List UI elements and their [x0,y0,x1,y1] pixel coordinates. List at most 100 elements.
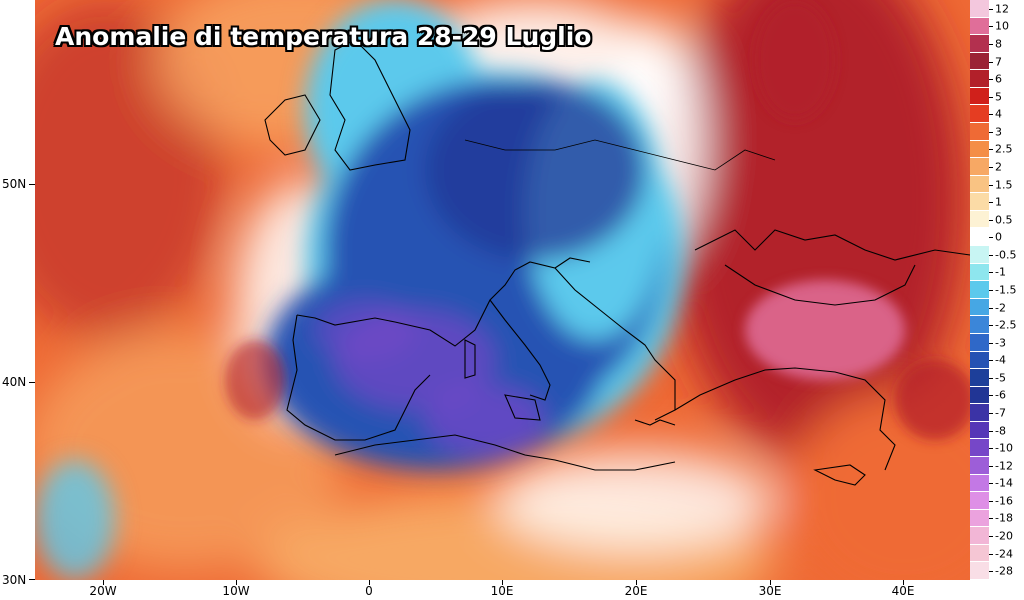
legend-label: -16 [995,494,1013,508]
x-axis-label: 10E [490,584,514,598]
legend-tick [989,114,993,116]
x-axis-tick [502,580,503,585]
legend-swatch [970,456,989,475]
x-axis-label: 40E [891,584,915,598]
legend-tick [989,377,993,379]
cold-anomaly-core [35,0,685,580]
legend-tick [989,184,993,186]
legend-label: -4 [995,353,1006,367]
legend-tick [989,237,993,239]
island-sicily [504,394,541,421]
coastline-balkans [554,267,676,421]
legend-swatch [970,246,989,264]
legend-tick [989,465,993,467]
legend-tick [989,26,993,28]
legend-tick [989,149,993,151]
legend-label: -2.5 [995,318,1017,332]
legend-swatch [970,87,989,106]
legend-label: -0.5 [995,248,1017,262]
color-scale-legend: 12 10 8 7 6 5 4 3 2.5 2 1.5 1 0.5 0 -0.5 -1 -1.5 -2 -2.5 -3… [970,0,1024,580]
legend-swatch [970,351,989,370]
legend-tick [989,553,993,555]
legend-label: -20 [995,529,1013,543]
legend-label: -8 [995,424,1006,438]
x-axis-tick [103,580,104,585]
x-axis-tick [369,580,370,585]
legend-label: 0 [995,230,1002,244]
coastline-north-africa [334,434,676,471]
legend-label: 8 [995,37,1002,51]
legend-swatch [970,263,989,282]
x-axis-label: 20E [624,584,648,598]
x-axis-label: 10W [222,584,250,598]
coastline-ireland [264,94,321,156]
legend-swatch [970,333,989,352]
y-axis-label: 40N [2,375,27,389]
island-cyprus [813,464,866,486]
legend-tick [989,79,993,81]
legend-swatch [970,52,989,71]
y-axis-tick [29,184,35,185]
coastline-north-med [296,257,591,347]
legend-swatch [970,474,989,493]
coastline-turkey [674,367,896,471]
temperature-anomaly-map[interactable] [35,0,970,580]
legend-tick [989,202,993,204]
legend-label: 4 [995,107,1002,121]
legend-tick [989,342,993,344]
legend-tick [989,96,993,98]
coastline-italy [489,299,551,401]
legend-label: -2 [995,301,1006,315]
legend-tick [989,536,993,538]
legend-tick [989,430,993,432]
legend-swatch [970,509,989,528]
legend-tick [989,61,993,63]
legend-tick [989,325,993,327]
legend-swatch [970,17,989,36]
legend-label: 6 [995,72,1002,86]
legend-swatch [970,158,989,176]
legend-label: 5 [995,90,1002,104]
legend-label: 2.5 [995,142,1013,156]
legend-label: 1.5 [995,178,1013,192]
legend-label: -14 [995,476,1013,490]
legend-swatch [970,281,989,299]
x-axis-label: 0 [365,584,373,598]
legend-swatch [970,210,989,229]
legend-swatch [970,35,989,53]
legend-swatch [970,140,989,159]
legend-tick [989,307,993,309]
legend-swatch [970,527,989,545]
legend-label: -24 [995,547,1013,561]
x-axis-label: 30E [758,584,782,598]
legend-tick [989,571,993,573]
legend-tick [989,272,993,274]
legend-label: 7 [995,55,1002,68]
y-axis-label: 30N [2,573,27,587]
legend-swatch [970,175,989,194]
legend-swatch [970,0,989,18]
legend-tick [989,131,993,133]
legend-tick [989,483,993,485]
legend-swatch [970,439,989,457]
legend-tick [989,254,993,256]
legend-tick [989,8,993,10]
legend-label: -10 [995,441,1013,455]
warm-anomaly-core [225,0,970,440]
y-axis-tick [29,382,35,383]
legend-tick [989,448,993,450]
island-crete [634,419,676,426]
legend-tick [989,413,993,415]
legend-tick [989,360,993,362]
legend-label: -7 [995,406,1006,420]
legend-tick [989,518,993,520]
coastlines [264,39,970,486]
legend-label: -3 [995,336,1006,350]
legend-swatch [970,492,989,510]
legend-tick [989,219,993,221]
legend-swatch [970,298,989,317]
legend-label: -5 [995,371,1006,385]
border-central-europe [464,139,776,171]
legend-label: -6 [995,388,1006,402]
